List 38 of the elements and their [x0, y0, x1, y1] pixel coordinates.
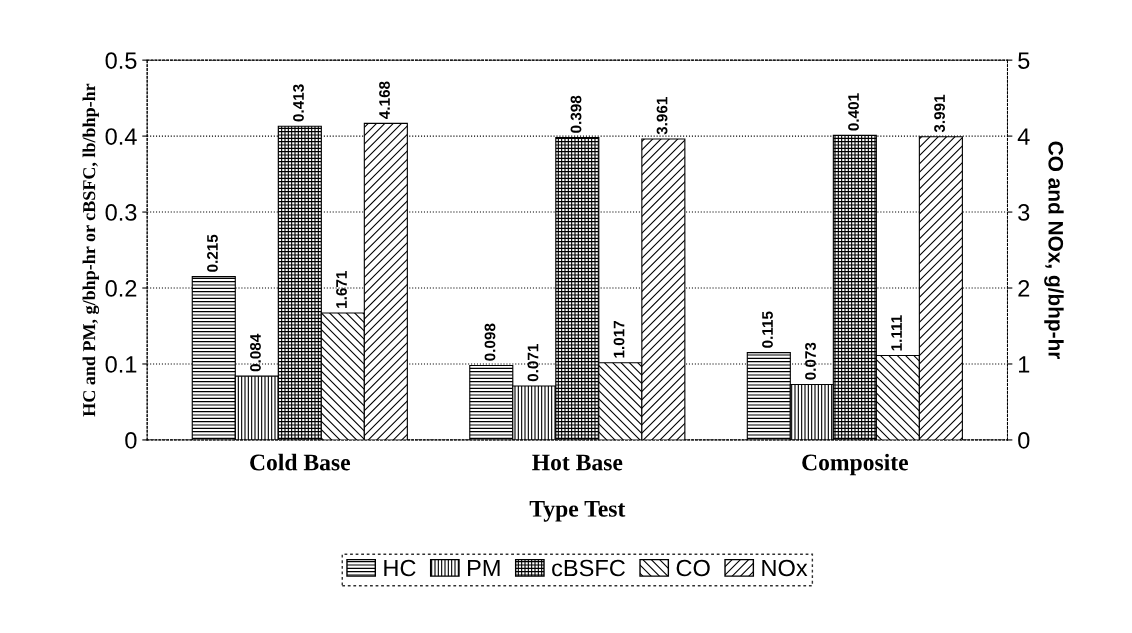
legend-label: PM [468, 559, 500, 577]
legend-label: CO [676, 559, 710, 577]
y2-axis-title: CO and NOx, g/bhp-hr [1044, 141, 1064, 360]
y-axis-title: HC and PM, g/bhp-hr or cBSFC, lb/bhp-hr [82, 83, 100, 417]
x-axis-title: Type Test [529, 501, 626, 522]
data-label: 0.073 [805, 342, 816, 380]
x-tick-label: Cold Base [250, 453, 351, 471]
data-label: 3.961 [656, 97, 668, 135]
data-label: 0.413 [293, 84, 304, 122]
data-label: 0.098 [484, 323, 496, 361]
y-tick-label: 0.2 [105, 280, 137, 297]
y-tick-label: 0 [125, 432, 137, 449]
data-label: 1.017 [613, 320, 625, 358]
legend-label: HC [384, 559, 416, 577]
legend-label: NOx [762, 559, 808, 577]
y2-tick-label: 0 [1018, 432, 1030, 449]
data-label: 3.991 [934, 94, 945, 133]
y-tick-label: 0.3 [105, 204, 137, 221]
y-tick-label: 0.4 [105, 128, 137, 145]
y-tick-label: 0.1 [105, 356, 137, 373]
y2-tick-label: 3 [1018, 204, 1030, 221]
data-label: 1.671 [336, 271, 347, 308]
x-tick-label: Composite [802, 453, 909, 476]
data-label: 0.398 [570, 95, 582, 133]
data-label: 0.215 [207, 234, 218, 272]
y2-tick-label: 5 [1018, 52, 1030, 69]
data-label: 0.084 [250, 333, 261, 372]
data-label: 4.168 [379, 81, 390, 119]
x-tick-label: Hot Base [532, 454, 623, 471]
data-label: 1.111 [891, 315, 902, 351]
data-label: 0.115 [762, 311, 773, 348]
y2-tick-label: 2 [1018, 280, 1030, 297]
y-tick-label: 0.5 [105, 52, 137, 69]
data-label: 0.401 [848, 93, 859, 131]
y2-tick-label: 1 [1019, 356, 1030, 373]
data-label: 0.071 [527, 344, 539, 382]
legend-label: cBSFC [552, 559, 625, 577]
y2-tick-label: 4 [1017, 128, 1030, 145]
